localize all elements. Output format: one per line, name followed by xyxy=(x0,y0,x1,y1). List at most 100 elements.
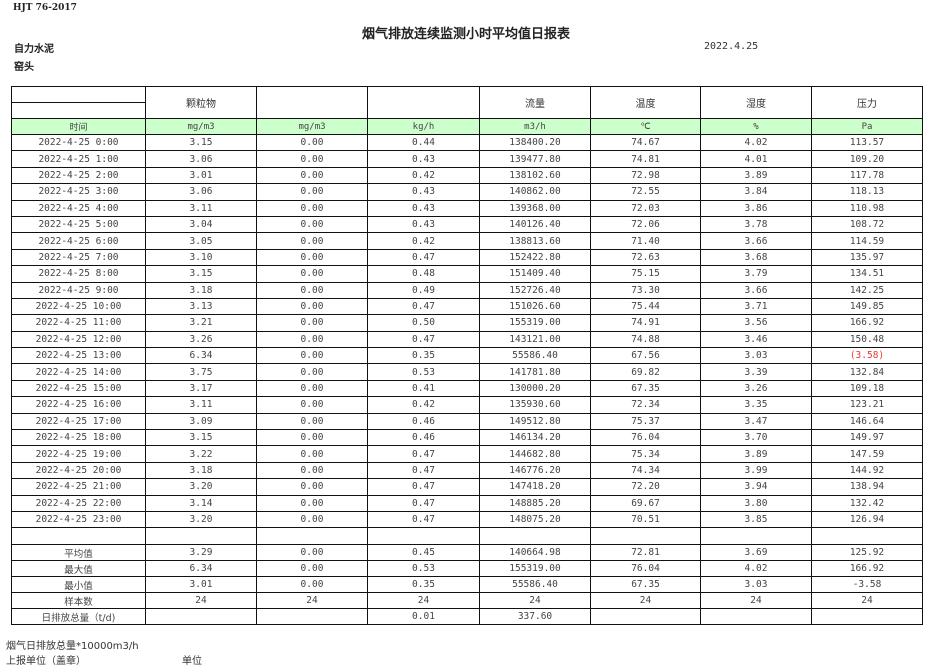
table-row: 2022-4-25 23:00 3.20 0.00 0.47 148075.20 70.5… xyxy=(11,510,923,529)
value-cell: 118.13 xyxy=(811,183,923,201)
value-cell: 0.00 xyxy=(256,510,368,529)
value-cell: 134.51 xyxy=(811,265,923,283)
value-cell: 3.70 xyxy=(700,429,812,447)
unit-cell: m3/h xyxy=(479,118,591,135)
value-cell: 3.46 xyxy=(700,330,812,349)
value-cell: 3.05 xyxy=(145,232,257,250)
value-cell: 69.82 xyxy=(590,363,701,381)
value-cell: 151409.40 xyxy=(479,265,591,283)
value-cell: 0.44 xyxy=(367,133,480,152)
value-cell: 140862.00 xyxy=(479,183,591,201)
summary-value xyxy=(145,608,257,626)
time-cell: 2022-4-25 11:00 xyxy=(11,314,146,332)
value-cell: 138102.60 xyxy=(479,166,591,185)
value-cell: 3.15 xyxy=(145,265,257,283)
value-cell: 0.46 xyxy=(367,429,480,447)
column-header: 颗粒物 xyxy=(145,86,257,119)
blank-cell xyxy=(479,527,591,546)
value-cell: 126.94 xyxy=(811,510,923,529)
value-cell: 4.01 xyxy=(700,150,812,168)
table-row: 2022-4-25 13:00 6.34 0.00 0.35 55586.40 67.56… xyxy=(11,347,923,365)
summary-value: 72.81 xyxy=(590,544,701,562)
value-cell: 110.98 xyxy=(811,199,923,217)
value-cell: 144.92 xyxy=(811,461,923,480)
value-cell: 0.00 xyxy=(256,150,368,168)
summary-value: 337.60 xyxy=(479,608,591,626)
value-cell: 74.88 xyxy=(590,330,701,349)
table-row: 2022-4-25 22:00 3.14 0.00 0.47 148885.20 69.6… xyxy=(11,494,923,512)
summary-value: 24 xyxy=(590,592,701,610)
time-cell: 2022-4-25 0:00 xyxy=(11,133,146,152)
value-cell: 69.67 xyxy=(590,494,701,512)
table-row: 2022-4-25 4:00 3.11 0.00 0.43 139368.00 72.03… xyxy=(11,199,923,217)
blank-cell xyxy=(590,527,701,546)
value-cell: 72.20 xyxy=(590,478,701,496)
table-row: 2022-4-25 3:00 3.06 0.00 0.43 140862.00 72.55… xyxy=(11,183,923,201)
unit-cell: kg/h xyxy=(367,118,480,135)
value-cell: 3.17 xyxy=(145,379,257,398)
time-cell: 2022-4-25 23:00 xyxy=(11,510,146,529)
value-cell: 0.47 xyxy=(367,330,480,349)
value-cell: 75.37 xyxy=(590,412,701,431)
value-cell: 3.22 xyxy=(145,445,257,463)
value-cell: 117.78 xyxy=(811,166,923,185)
summary-value: 3.01 xyxy=(145,576,257,594)
value-cell: 3.94 xyxy=(700,478,812,496)
value-cell: 139368.00 xyxy=(479,199,591,217)
table-row: 2022-4-25 16:00 3.11 0.00 0.42 135930.60 72.3… xyxy=(11,396,923,414)
table-row: 2022-4-25 1:00 3.06 0.00 0.43 139477.80 74.81… xyxy=(11,150,923,168)
time-cell: 2022-4-25 12:00 xyxy=(11,330,146,349)
value-cell: 0.47 xyxy=(367,297,480,316)
time-cell: 2022-4-25 14:00 xyxy=(11,363,146,381)
value-cell: 147418.20 xyxy=(479,478,591,496)
report-title: 烟气排放连续监测小时平均值日报表 xyxy=(361,27,570,42)
time-cell: 2022-4-25 21:00 xyxy=(11,478,146,496)
summary-row: 日排放总量（t/d) 0.01 337.60 xyxy=(11,608,923,626)
value-cell: 149512.80 xyxy=(479,412,591,431)
value-cell: 113.57 xyxy=(811,133,923,152)
value-cell: 71.40 xyxy=(590,232,701,250)
value-cell: 0.43 xyxy=(367,183,480,201)
value-cell: 75.34 xyxy=(590,445,701,463)
value-cell: 143121.00 xyxy=(479,330,591,349)
summary-value: 24 xyxy=(479,592,591,610)
value-cell: 138813.60 xyxy=(479,232,591,250)
table-row: 2022-4-25 10:00 3.13 0.00 0.47 151026.60 75.4… xyxy=(11,297,923,316)
header-corner-top xyxy=(11,86,146,103)
table-row: 2022-4-25 15:00 3.17 0.00 0.41 130000.20 67.3… xyxy=(11,379,923,398)
value-cell: 3.89 xyxy=(700,166,812,185)
value-cell: 0.43 xyxy=(367,150,480,168)
value-cell: 135930.60 xyxy=(479,396,591,414)
summary-value: 4.02 xyxy=(700,560,812,578)
value-cell: 150.48 xyxy=(811,330,923,349)
value-cell: 0.48 xyxy=(367,265,480,283)
value-cell: 72.34 xyxy=(590,396,701,414)
value-cell: 55586.40 xyxy=(479,347,591,365)
value-cell: 3.03 xyxy=(700,347,812,365)
time-cell: 2022-4-25 6:00 xyxy=(11,232,146,250)
summary-value: 3.29 xyxy=(145,544,257,562)
table-row: 2022-4-25 6:00 3.05 0.00 0.42 138813.60 71.40… xyxy=(11,232,923,250)
summary-value: 0.53 xyxy=(367,560,480,578)
value-cell: 0.47 xyxy=(367,461,480,480)
value-cell: 3.75 xyxy=(145,363,257,381)
summary-row: 最大值 6.34 0.00 0.53 155319.00 76.04 4.02 166.92 xyxy=(11,560,923,578)
summary-value: 0.00 xyxy=(256,560,368,578)
value-cell: 3.85 xyxy=(700,510,812,529)
value-cell: 0.49 xyxy=(367,281,480,299)
time-cell: 2022-4-25 15:00 xyxy=(11,379,146,398)
value-cell: 3.20 xyxy=(145,510,257,529)
value-cell: 146.64 xyxy=(811,412,923,431)
unit-cell: mg/m3 xyxy=(145,118,257,135)
value-cell: 132.84 xyxy=(811,363,923,381)
value-cell: 0.47 xyxy=(367,445,480,463)
value-cell: 76.04 xyxy=(590,429,701,447)
value-cell: 0.43 xyxy=(367,215,480,234)
summary-value: 24 xyxy=(367,592,480,610)
value-cell: 75.44 xyxy=(590,297,701,316)
value-cell: 109.18 xyxy=(811,379,923,398)
value-cell: 74.34 xyxy=(590,461,701,480)
summary-value: 0.35 xyxy=(367,576,480,594)
value-cell: 148075.20 xyxy=(479,510,591,529)
value-cell: 0.00 xyxy=(256,265,368,283)
